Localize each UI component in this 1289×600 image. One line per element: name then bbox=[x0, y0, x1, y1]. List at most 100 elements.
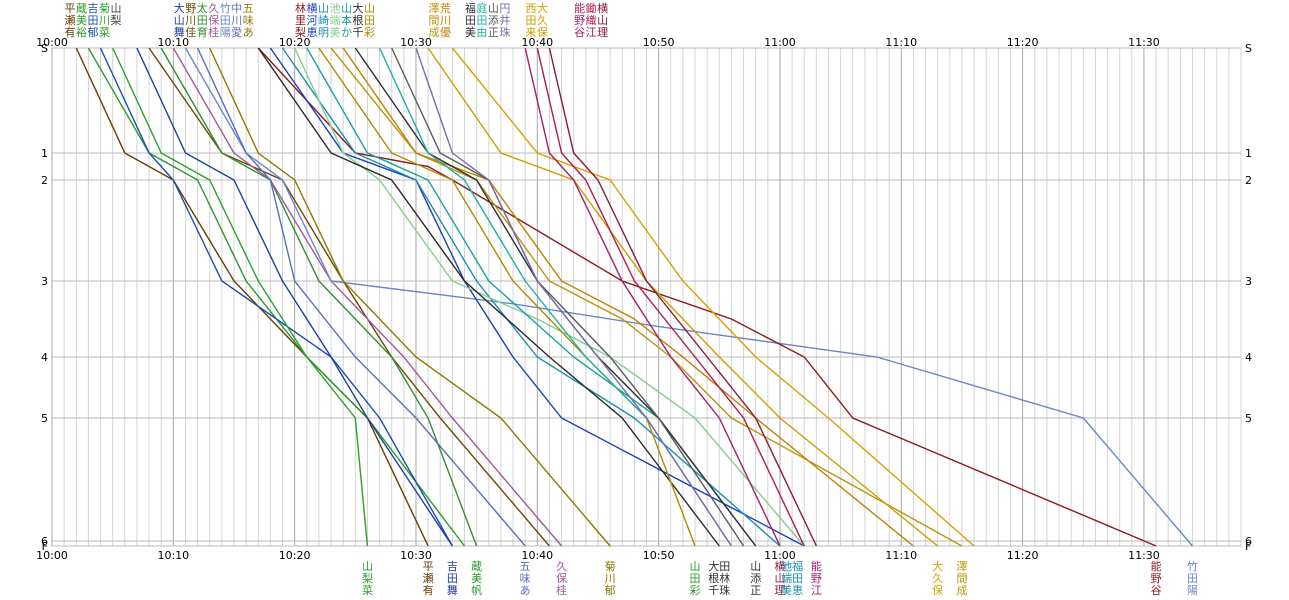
top-name-char: 間 bbox=[428, 14, 439, 27]
x-tick-label-top: 10:00 bbox=[36, 36, 68, 49]
top-name-char: 大 bbox=[174, 1, 185, 15]
series-line bbox=[451, 47, 975, 547]
bottom-name-text: 味 bbox=[520, 572, 531, 585]
top-name-char: 久 bbox=[537, 14, 548, 27]
series-line bbox=[342, 47, 914, 547]
y-tick-label-left: S bbox=[41, 42, 48, 55]
bottom-name-text: 蔵 bbox=[471, 560, 482, 573]
bottom-name-text: 大田 bbox=[708, 559, 730, 573]
top-name-char: 舞 bbox=[174, 26, 185, 39]
series-line bbox=[378, 47, 732, 547]
x-tick-label-top: 11:20 bbox=[1007, 36, 1039, 49]
top-name-char: 美 bbox=[330, 26, 341, 39]
x-tick-label-bottom: 11:20 bbox=[1007, 549, 1039, 562]
bottom-name-text: 吉 bbox=[447, 560, 458, 573]
top-name-char: 本 bbox=[341, 13, 352, 27]
x-tick-label-bottom: 11:10 bbox=[885, 549, 917, 562]
top-name-char: 五 bbox=[243, 2, 254, 15]
top-name-char: 梨 bbox=[111, 13, 122, 27]
top-name-char: 端 bbox=[330, 14, 341, 27]
series-line bbox=[415, 47, 732, 547]
top-name-char: 野 bbox=[574, 14, 585, 27]
bottom-name-text: 成 bbox=[956, 584, 967, 597]
bottom-name-text: 大 bbox=[932, 559, 943, 573]
x-tick-label-top: 10:30 bbox=[400, 36, 432, 49]
top-name-char: 瀬 bbox=[65, 13, 76, 27]
series-line bbox=[112, 47, 369, 547]
top-name-char: 大 bbox=[537, 1, 548, 15]
top-name-char: 江 bbox=[586, 26, 597, 39]
series-line bbox=[136, 47, 453, 547]
y-tick-label-right: 2 bbox=[1245, 174, 1252, 187]
bottom-name-text: 彩 bbox=[690, 584, 701, 597]
bottom-name-text: 根林 bbox=[708, 571, 730, 585]
bottom-runner-names: 山梨菜平瀬有吉田舞蔵美帆五味あ久保桂菊川郁山田彩大田根林千珠山添正横山理池福端田… bbox=[362, 559, 1198, 597]
top-name-char: 河 bbox=[307, 14, 318, 27]
series-lines bbox=[75, 47, 1194, 547]
y-tick-label-left: 5 bbox=[41, 412, 48, 425]
top-name-char: 育 bbox=[197, 25, 208, 39]
x-tick-label-bottom: 11:00 bbox=[764, 549, 796, 562]
bottom-name-text: 能 bbox=[811, 559, 822, 573]
bottom-name-text: 保 bbox=[932, 583, 943, 597]
top-name-char: 味 bbox=[243, 14, 254, 27]
series-line bbox=[294, 47, 805, 547]
bottom-name-text: 帆 bbox=[471, 583, 482, 597]
y-tick-label-right: S bbox=[1245, 42, 1252, 55]
top-name-char: 恵 bbox=[307, 25, 318, 39]
top-name-char: 山 bbox=[364, 2, 375, 15]
top-name-char: か bbox=[341, 26, 352, 39]
top-name-char: 里 bbox=[295, 14, 306, 27]
top-name-char: 横 bbox=[597, 1, 608, 15]
top-name-char: 井 bbox=[499, 13, 510, 27]
top-name-char: 田 bbox=[364, 14, 375, 27]
top-name-char: 崎 bbox=[318, 13, 329, 27]
top-name-char: 平 bbox=[65, 2, 76, 15]
top-name-char: 川 bbox=[185, 14, 196, 27]
bottom-name-text: 郁 bbox=[605, 583, 616, 597]
series-line bbox=[391, 47, 745, 547]
y-tick-label-right: 5 bbox=[1245, 412, 1252, 425]
top-name-char: 福 bbox=[465, 1, 476, 15]
bottom-name-text: 谷 bbox=[1151, 584, 1162, 597]
series-line bbox=[257, 47, 1157, 547]
y-tick-label-left: F bbox=[42, 540, 48, 553]
bottom-name-text: 理 bbox=[774, 584, 785, 597]
y-tick-label-left: 6 bbox=[41, 535, 48, 548]
x-tick-label-top: 10:10 bbox=[157, 36, 189, 49]
top-name-char: 太 bbox=[197, 2, 208, 15]
top-name-char: 荒 bbox=[440, 2, 451, 15]
bottom-name-text: 江 bbox=[811, 584, 822, 597]
top-name-char: 愛 bbox=[231, 26, 242, 39]
bottom-name-text: 菊 bbox=[605, 560, 616, 573]
series-line bbox=[306, 47, 757, 547]
y-tick-label-left: 1 bbox=[41, 147, 48, 160]
bottom-name-text: あ bbox=[520, 584, 531, 597]
series-line bbox=[99, 47, 454, 547]
series-line bbox=[330, 47, 963, 547]
series-line bbox=[87, 47, 466, 547]
bottom-name-text: 能 bbox=[1151, 559, 1162, 573]
x-tick-label-top: 11:10 bbox=[885, 36, 917, 49]
top-name-char: 横 bbox=[307, 1, 318, 15]
bottom-name-text: 山 bbox=[774, 572, 785, 585]
top-name-char: 田 bbox=[197, 14, 208, 27]
bottom-name-text: 有 bbox=[423, 583, 434, 597]
top-name-char: 大 bbox=[353, 1, 364, 15]
series-line bbox=[196, 47, 526, 547]
bottom-name-text: 野 bbox=[811, 572, 822, 585]
top-name-char: 久 bbox=[208, 2, 219, 15]
top-name-char: 由 bbox=[476, 25, 487, 39]
top-name-char: 吉 bbox=[88, 2, 99, 15]
top-name-char: 桂 bbox=[208, 25, 219, 39]
top-name-char: 澤 bbox=[428, 2, 439, 15]
top-name-char: 田 bbox=[465, 14, 476, 27]
x-tick-label-bottom: 10:40 bbox=[521, 549, 553, 562]
y-tick-label-right: 6 bbox=[1245, 535, 1252, 548]
series-line bbox=[536, 47, 805, 547]
series-line bbox=[209, 47, 611, 547]
x-tick-label-bottom: 10:00 bbox=[36, 549, 68, 562]
top-runner-names: 平瀬有蔵美裕吉田郁菊川菜山梨大山舞野川佳太田育久保桂竹田陽中川愛五味あ林里梨横河… bbox=[65, 1, 609, 39]
x-tick-label-top: 10:40 bbox=[521, 36, 553, 49]
